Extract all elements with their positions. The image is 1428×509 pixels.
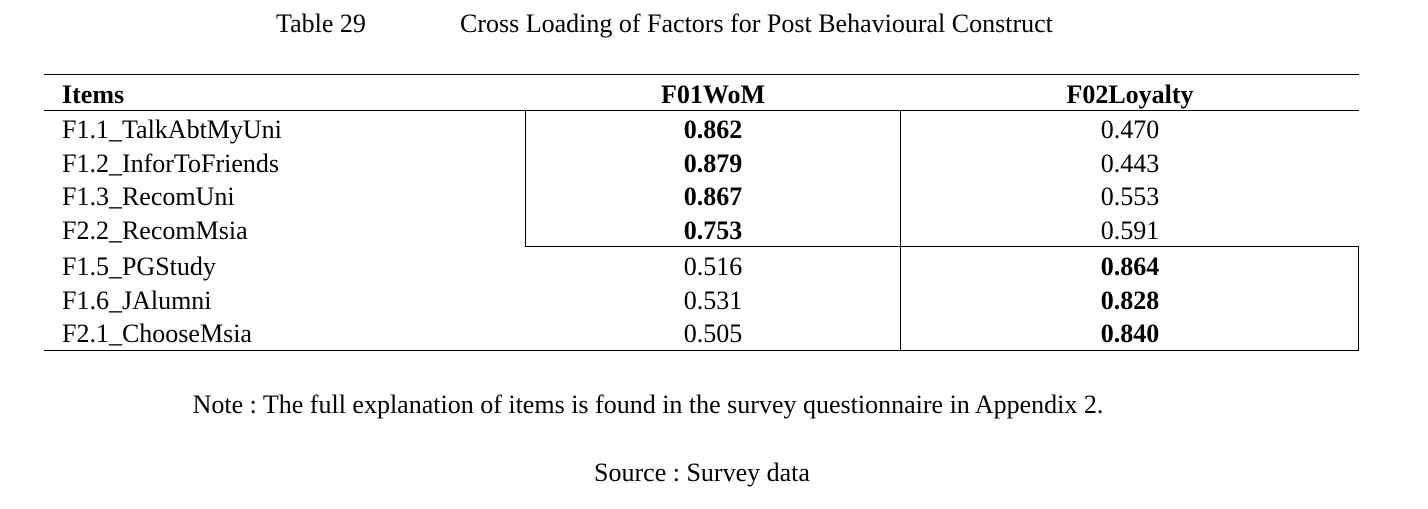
- header-cell: F02Loyalty: [1066, 80, 1194, 109]
- table-number: Table 29: [276, 9, 366, 38]
- header-cell: Items: [62, 80, 125, 109]
- loading-cell: 0.505: [683, 319, 743, 348]
- item-cell: F2.1_ChooseMsia: [62, 319, 252, 348]
- box-line: [900, 246, 1359, 247]
- item-cell: F1.2_InforToFriends: [62, 149, 280, 178]
- item-cell: F1.3_RecomUni: [62, 182, 235, 211]
- item-cell: F1.5_PGStudy: [62, 252, 216, 281]
- loading-cell: 0.864: [1100, 252, 1160, 281]
- box-line: [1358, 246, 1359, 351]
- top-rule: [44, 74, 1359, 75]
- header-cell: F01WoM: [661, 80, 765, 109]
- box-line: [525, 110, 526, 247]
- loading-cell: 0.828: [1100, 286, 1160, 315]
- loading-cell: 0.531: [683, 286, 743, 315]
- table-title: Cross Loading of Factors for Post Behavi…: [460, 9, 1053, 38]
- loading-cell: 0.753: [683, 216, 743, 245]
- loading-cell: 0.862: [683, 115, 743, 144]
- item-cell: F2.2_RecomMsia: [62, 216, 248, 245]
- loading-cell: 0.516: [683, 252, 743, 281]
- header-rule: [44, 110, 1359, 111]
- box-line: [900, 110, 901, 351]
- loading-cell: 0.591: [1100, 216, 1160, 245]
- loading-cell: 0.443: [1100, 149, 1160, 178]
- item-cell: F1.1_TalkAbtMyUni: [62, 115, 282, 144]
- bottom-rule: [44, 350, 1359, 351]
- box-line: [525, 246, 901, 247]
- loading-cell: 0.840: [1100, 319, 1160, 348]
- note: Note : The full explanation of items is …: [192, 390, 1104, 419]
- item-cell: F1.6_JAlumni: [62, 286, 212, 315]
- loading-cell: 0.553: [1100, 182, 1160, 211]
- source: Source : Survey data: [594, 458, 810, 487]
- loading-cell: 0.867: [683, 182, 743, 211]
- loading-cell: 0.879: [683, 149, 743, 178]
- loading-cell: 0.470: [1100, 115, 1160, 144]
